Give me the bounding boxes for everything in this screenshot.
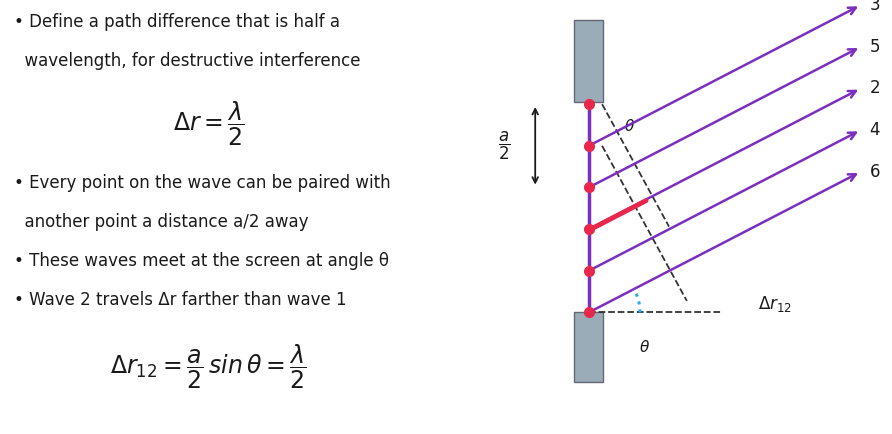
Text: $\Delta r_{12}$: $\Delta r_{12}$	[758, 294, 792, 314]
Bar	[574, 20, 603, 102]
Text: • Define a path difference that is half a: • Define a path difference that is half …	[14, 13, 340, 31]
Text: • These waves meet at the screen at angle θ: • These waves meet at the screen at angl…	[14, 252, 389, 270]
Text: $\theta$: $\theta$	[624, 118, 635, 134]
Text: • Wave 2 travels Δr farther than wave 1: • Wave 2 travels Δr farther than wave 1	[14, 291, 346, 309]
Text: $\Delta r_{12} = \dfrac{a}{2}\,sin\,\theta = \dfrac{\lambda}{2}$: $\Delta r_{12} = \dfrac{a}{2}\,sin\,\the…	[111, 343, 307, 391]
Text: 2: 2	[870, 79, 880, 97]
Bar	[574, 312, 603, 382]
Text: $\dfrac{a}{2}$: $\dfrac{a}{2}$	[498, 130, 510, 162]
Text: 5: 5	[870, 38, 880, 56]
Text: $\Delta r = \dfrac{\lambda}{2}$: $\Delta r = \dfrac{\lambda}{2}$	[173, 100, 244, 148]
Text: 6: 6	[870, 163, 880, 181]
Text: 4: 4	[870, 121, 880, 139]
Text: another point a distance a/2 away: another point a distance a/2 away	[14, 213, 309, 230]
Text: 3: 3	[870, 0, 880, 14]
Text: • Every point on the wave can be paired with: • Every point on the wave can be paired …	[14, 174, 391, 191]
Text: $\theta$: $\theta$	[639, 339, 650, 355]
Text: wavelength, for destructive interference: wavelength, for destructive interference	[14, 52, 360, 70]
